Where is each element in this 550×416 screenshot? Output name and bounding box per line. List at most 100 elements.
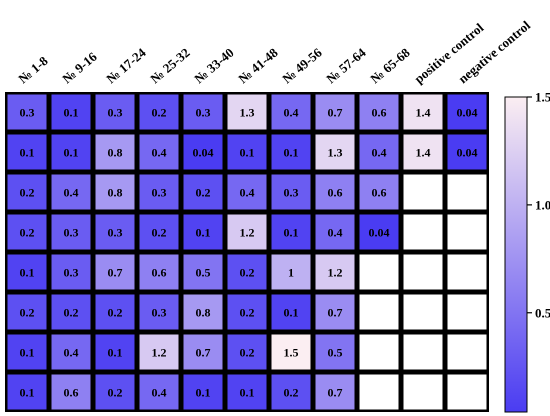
heatmap-cell [315,374,355,410]
cell-value-label: 0.8 [108,186,123,200]
empty-cell [403,214,443,250]
empty-cell [359,254,399,290]
heatmap-cell [271,254,311,290]
cell-value-label: 0.6 [152,266,167,280]
cell-value-label: 0.1 [20,346,35,360]
heatmap-cell [183,374,223,410]
cell-value-label: 0.3 [108,226,123,240]
heatmap-cell [139,94,179,130]
heatmap-cell [95,294,135,330]
cell-value-label: 0.1 [20,386,35,400]
cell-value-label: 1.2 [328,266,343,280]
cell-value-label: 0.4 [64,346,79,360]
heatmap-cell [51,334,91,370]
cell-value-label: 0.3 [108,106,123,120]
heatmap-cell [271,294,311,330]
heatmap-cell [95,94,135,130]
empty-cell [403,374,443,410]
heatmap-cell [7,294,47,330]
heatmap-cell [95,334,135,370]
cell-value-label: 0.6 [372,106,387,120]
heatmap-cell [227,294,267,330]
heatmap-cell [271,134,311,170]
cell-value-label: 0.2 [240,266,255,280]
empty-cell [403,254,443,290]
heatmap-cell [227,374,267,410]
heatmap-cell [227,174,267,210]
heatmap-cell [271,214,311,250]
heatmap-cell [403,134,443,170]
cell-value-label: 0.3 [64,226,79,240]
cell-value-label: 0.7 [196,346,211,360]
empty-cell [403,174,443,210]
empty-cell [359,294,399,330]
cell-value-label: 0.3 [64,266,79,280]
heatmap-cell [271,374,311,410]
cell-value-label: 0.4 [372,146,387,160]
heatmap-cell [227,134,267,170]
cell-value-label: 0.4 [64,186,79,200]
empty-cell [403,334,443,370]
cell-value-label: 0.3 [284,186,299,200]
heatmap-cell [95,214,135,250]
heatmap-cell [403,94,443,130]
heatmap-cell [139,334,179,370]
cell-value-label: 0.04 [457,146,478,160]
heatmap-cell [227,214,267,250]
heatmap-cell [139,134,179,170]
column-label: № 17-24 [103,45,149,87]
cell-value-label: 0.1 [64,146,79,160]
heatmap-cell [51,214,91,250]
heatmap-cell [7,334,47,370]
heatmap-cell [139,294,179,330]
heatmap-cell [51,174,91,210]
heatmap-cell [139,254,179,290]
cell-value-label: 1.5 [284,346,299,360]
cell-value-label: 0.7 [328,106,343,120]
heatmap-cell [359,94,399,130]
empty-cell [447,294,487,330]
cell-value-label: 0.8 [196,306,211,320]
column-label: № 65-68 [367,45,413,87]
cell-value-label: 0.1 [64,106,79,120]
empty-cell [447,334,487,370]
cell-value-label: 0.3 [196,106,211,120]
heatmap-cell [359,214,399,250]
empty-cell [403,294,443,330]
cell-value-label: 1.3 [328,146,343,160]
heatmap-cell [183,254,223,290]
cell-value-label: 1.2 [152,346,167,360]
heatmap-cell [359,174,399,210]
heatmap-cell [271,94,311,130]
cell-value-label: 0.1 [196,386,211,400]
heatmap-cell [139,174,179,210]
cell-value-label: 0.6 [64,386,79,400]
heatmap-cell [447,94,487,130]
cell-value-label: 0.1 [196,226,211,240]
heatmap-cell [51,294,91,330]
column-label: № 33-40 [191,45,236,86]
cell-value-label: 0.2 [284,386,299,400]
heatmap-grid: 0.3 0.1 0.3 0.2 0.3 1.3 0.4 0.7 0.6 1.4 0.04 0.1 0.1… [5,92,489,412]
cell-value-label: 0.1 [240,386,255,400]
cell-value-label: 0.2 [108,386,123,400]
cell-value-label: 0.2 [152,226,167,240]
column-label: № 57-64 [323,45,369,87]
cell-value-label: 0.2 [152,106,167,120]
heatmap-cell [447,134,487,170]
cell-value-label: 0.2 [20,186,35,200]
cell-value-label: 0.4 [328,226,343,240]
cell-value-label: 1.3 [240,106,255,120]
heatmap-cell [315,174,355,210]
heatmap-cell [95,374,135,410]
empty-cell [447,374,487,410]
column-label: № 49-56 [279,45,325,87]
heatmap-cell [315,254,355,290]
heatmap-cell [183,214,223,250]
heatmap-cell [7,174,47,210]
heatmap-cell [183,334,223,370]
cell-value-label: 0.4 [284,106,299,120]
cell-value-label: 0.2 [20,226,35,240]
heatmap-cell [183,94,223,130]
heatmap-cell [139,214,179,250]
